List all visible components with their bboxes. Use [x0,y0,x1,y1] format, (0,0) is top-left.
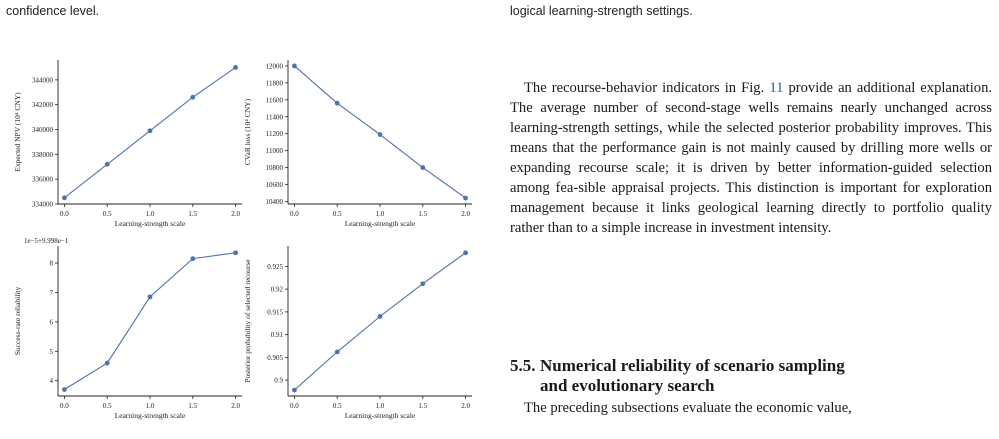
x-tick-label: 1.0 [146,402,155,410]
data-point [334,349,340,355]
data-point [233,65,238,70]
paragraph-text-start: The recourse-behavior indicators in Fig. [524,80,765,96]
series-line [64,252,236,390]
y-tick-label: 344000 [32,76,54,84]
data-point [292,387,297,393]
data-point [62,195,67,201]
section-title-line-1: Numerical reliability of scenario sampli… [540,356,845,375]
y-tick-label: 12000 [266,62,284,70]
chart-panel-4: 0.9 0.905 0.91 0.915 0.92 0.925 0.0 0.5 1.0 1.5 2.… [243,246,472,420]
x-axis-label: Learning-strength scale [345,411,416,420]
y-tick-label: 11600 [266,96,284,104]
y-tick-label: 10600 [266,181,284,189]
y-tick-label: 7 [50,289,54,297]
figure-reference-link[interactable]: 11 [769,80,784,96]
paragraph-text-rest: provide an additional explanation. The a… [510,80,993,236]
chart-panel-3: 4 5 6 7 8 0.0 0.5 1.0 1.5 2.0 Learning-strength sc… [13,237,242,420]
section-heading: 5.5. Numerical reliability of scenario sa… [510,356,992,396]
y-tick-label: 0.905 [267,354,283,362]
data-point [377,314,383,319]
x-tick-label: 1.5 [188,210,197,218]
y-tick-label: 0.9 [274,377,283,385]
x-tick-label: 1.0 [376,402,385,410]
next-paragraph-line: The preceding subsections evaluate the e… [524,400,852,416]
x-tick-label: 1.0 [376,210,385,218]
text-snippet-top-left: confidence level. [6,4,100,18]
x-tick-label: 2.0 [231,402,240,410]
y-tick-label: 0.91 [271,331,284,339]
y-tick-label: 342000 [32,101,54,109]
x-tick-label: 0.0 [290,402,299,410]
x-tick-label: 2.0 [231,210,240,218]
x-tick-label: 0.5 [333,402,342,410]
x-tick-label: 0.0 [60,210,69,218]
text-snippet-top-right: logical learning-strength settings. [510,4,693,18]
y-axis-label: Expected NPV (10⁴ CNY) [13,92,22,172]
data-point [147,128,153,134]
y-tick-label: 6 [50,318,54,326]
x-tick-label: 0.5 [103,210,112,218]
x-tick-label: 0.0 [290,210,299,218]
x-tick-label: 1.0 [146,210,155,218]
data-point [377,132,383,137]
data-point [104,360,110,366]
x-tick-label: 1.5 [418,402,427,410]
y-tick-label: 0.92 [271,286,284,294]
series-line [294,65,466,199]
y-tick-label: 336000 [32,176,54,184]
series-line [294,252,466,391]
y-tick-label: 11200 [266,130,284,138]
data-point [190,256,196,262]
x-tick-label: 1.5 [188,402,197,410]
axis-offset-label: 1e−5+9.998e−1 [24,237,69,245]
y-tick-label: 334000 [32,201,54,209]
y-tick-label: 5 [50,348,54,356]
chart-panel-2: 10400 10600 10800 11000 11200 11400 11600 11800… [243,60,472,228]
y-axis-label: Posterior probability of selected recour… [243,259,252,383]
x-tick-label: 1.5 [418,210,427,218]
y-tick-label: 340000 [32,126,54,134]
y-tick-label: 10400 [266,198,284,206]
data-point [104,161,110,167]
y-axis-label: CVaR loss (10⁴ CNY) [243,98,252,165]
y-tick-label: 11000 [266,147,284,155]
data-point [147,294,153,300]
y-tick-label: 0.925 [267,263,283,271]
section-title-line-2: and evolutionary search [540,376,715,395]
y-tick-label: 8 [50,260,54,268]
x-tick-label: 2.0 [461,210,470,218]
body-paragraph: The recourse-behavior indicators in Fig.… [510,78,992,238]
x-axis-label: Learning-strength scale [115,411,186,420]
data-point [292,63,297,69]
x-tick-label: 0.5 [333,210,342,218]
x-axis-label: Learning-strength scale [115,219,186,228]
data-point [190,94,196,100]
y-tick-label: 0.915 [267,308,283,316]
data-point [420,165,426,170]
data-point [463,195,468,201]
y-tick-label: 11800 [266,79,284,87]
data-point [334,100,340,106]
data-point [420,281,426,287]
x-axis-label: Learning-strength scale [345,219,416,228]
section-number: 5.5. [510,356,536,375]
data-point [463,250,468,256]
y-tick-label: 10800 [266,164,284,172]
data-point [62,387,67,392]
x-tick-label: 2.0 [461,402,470,410]
y-tick-label: 338000 [32,151,54,159]
chart-panel-1: 334000 336000 338000 340000 342000 344000 0.0 0… [13,60,242,228]
y-axis-label: Success-rate reliability [13,286,22,355]
x-tick-label: 0.0 [60,402,69,410]
y-tick-label: 4 [50,377,54,385]
data-point [233,250,238,256]
y-tick-label: 11400 [266,113,284,121]
x-tick-label: 0.5 [103,402,112,410]
